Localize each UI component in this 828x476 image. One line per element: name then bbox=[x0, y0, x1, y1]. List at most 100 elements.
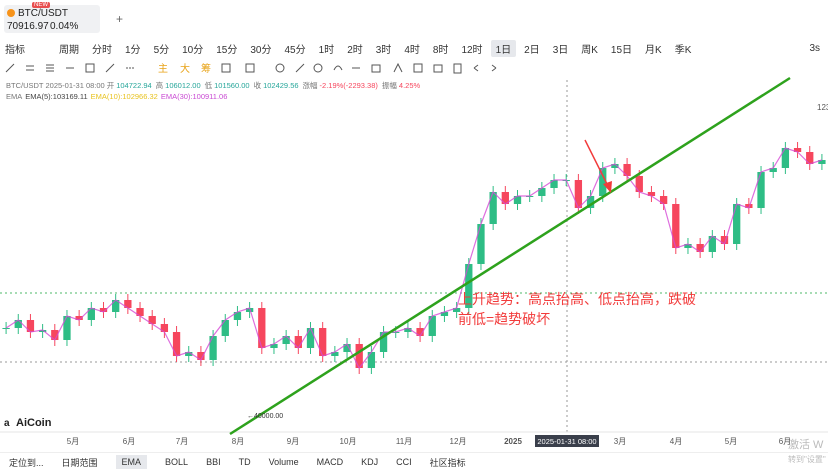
trend-line bbox=[229, 76, 791, 436]
indicator-tab[interactable]: Volume bbox=[268, 457, 299, 467]
candle bbox=[793, 148, 802, 152]
x-tick-label: 6月 bbox=[779, 437, 791, 446]
info-item: 101560.00 bbox=[214, 81, 250, 90]
period-label[interactable]: 周期 bbox=[59, 44, 79, 56]
interval[interactable]: 1分 bbox=[125, 44, 141, 56]
candle bbox=[806, 152, 814, 164]
indicator-tab[interactable]: KDJ bbox=[361, 457, 379, 467]
candle bbox=[513, 196, 522, 204]
interval[interactable]: 3时 bbox=[375, 44, 392, 56]
info-item: 高 bbox=[155, 81, 164, 90]
indicator-tab[interactable]: BOLL bbox=[165, 457, 189, 467]
candle bbox=[428, 316, 436, 336]
info-item: 振幅 bbox=[381, 81, 397, 90]
close-line bbox=[5, 147, 823, 370]
candle bbox=[343, 344, 351, 352]
candle bbox=[319, 328, 327, 356]
interval[interactable]: 3日 bbox=[552, 44, 569, 56]
candle bbox=[733, 204, 741, 244]
indicator-tab[interactable]: MACD bbox=[316, 457, 344, 467]
x-tick-label: 9月 bbox=[287, 437, 299, 446]
candle bbox=[38, 330, 47, 332]
x-tick-label: 4月 bbox=[670, 437, 682, 446]
indicator-tab[interactable]: TD bbox=[238, 457, 251, 467]
candle bbox=[185, 352, 193, 356]
interval[interactable]: 分时 bbox=[92, 44, 112, 56]
candle bbox=[440, 312, 449, 316]
candle bbox=[148, 316, 156, 324]
price: 70916.97 bbox=[7, 21, 49, 32]
info-item: 102429.56 bbox=[263, 81, 299, 90]
x-tick-label: 2025 bbox=[504, 437, 522, 446]
interval[interactable]: 5分 bbox=[153, 44, 170, 56]
candle bbox=[465, 264, 473, 308]
tool-main[interactable]: 主 bbox=[158, 63, 168, 75]
interval[interactable]: 周K bbox=[581, 44, 598, 56]
indicator-tab[interactable]: 社区指标 bbox=[429, 457, 466, 468]
indicator-tab[interactable]: BBI bbox=[206, 457, 221, 467]
arrow bbox=[584, 139, 610, 189]
candle bbox=[209, 336, 217, 360]
x-tick-label: 7月 bbox=[176, 437, 188, 446]
interval[interactable]: 10分 bbox=[182, 44, 204, 56]
tool-big[interactable]: 大 bbox=[180, 62, 190, 75]
x-tick-label: 12月 bbox=[450, 437, 467, 446]
interval[interactable]: 1时 bbox=[318, 44, 335, 56]
candle bbox=[112, 300, 120, 312]
refresh[interactable]: 3s bbox=[809, 42, 820, 54]
info-item: BTC/USDT bbox=[6, 81, 44, 90]
coin-icon bbox=[7, 9, 15, 17]
info-item: 104722.94 bbox=[116, 81, 152, 90]
ema-info: EMA EMA(5):103169.11 EMA(10):102966.32 EMA(… bbox=[6, 92, 230, 101]
low-label: ←40000.00 bbox=[247, 413, 283, 420]
cursor-box bbox=[535, 435, 599, 447]
indicator-button[interactable]: 指标 bbox=[5, 44, 25, 56]
info-item: EMA bbox=[6, 92, 23, 101]
indicator-tab[interactable]: 日期范围 bbox=[61, 457, 98, 468]
indicator-tab[interactable]: 定位到... bbox=[9, 457, 44, 468]
change: 0.04% bbox=[50, 21, 79, 32]
candle bbox=[769, 168, 777, 172]
candle bbox=[270, 344, 278, 348]
interval[interactable]: 2时 bbox=[347, 44, 363, 56]
candle bbox=[258, 308, 266, 348]
cursor-label: 2025-01-31 08:00 bbox=[537, 437, 596, 446]
annotation: 上升趋势：高点抬高、低点抬高，跌破 bbox=[458, 291, 696, 307]
symbol: BTC/USDT bbox=[18, 8, 68, 19]
interval[interactable]: 45分 bbox=[284, 44, 306, 56]
chart: 上升趋势：高点抬高、低点抬高，跌破 前低=趋势破坏 ←40000.00 123 … bbox=[0, 76, 828, 451]
interval[interactable]: 12时 bbox=[461, 44, 483, 56]
candle bbox=[635, 176, 643, 192]
interval[interactable]: 4时 bbox=[404, 44, 420, 56]
interval[interactable]: 季K bbox=[674, 44, 692, 56]
candle bbox=[197, 352, 205, 360]
annotation: 前低=趋势破坏 bbox=[458, 311, 550, 327]
indicator-tab[interactable]: CCI bbox=[396, 457, 412, 467]
candle bbox=[611, 164, 619, 168]
interval[interactable]: 15分 bbox=[216, 44, 238, 56]
interval[interactable]: 2日 bbox=[524, 44, 540, 56]
candle bbox=[367, 352, 376, 368]
candle bbox=[720, 236, 729, 244]
candle bbox=[757, 172, 765, 208]
interval[interactable]: 月K bbox=[645, 44, 662, 56]
indicator-tab[interactable]: EMA bbox=[115, 455, 148, 469]
candle bbox=[550, 180, 558, 188]
candle bbox=[586, 196, 595, 208]
candle bbox=[306, 328, 315, 348]
interval[interactable]: 15日 bbox=[610, 44, 633, 56]
interval[interactable]: 1日 bbox=[490, 39, 517, 57]
candle bbox=[26, 320, 35, 332]
candle bbox=[501, 192, 509, 204]
add-tab[interactable]: + bbox=[116, 12, 124, 26]
interval[interactable]: 30分 bbox=[250, 44, 272, 56]
interval[interactable]: 8时 bbox=[432, 44, 449, 56]
arrow-head bbox=[603, 181, 612, 193]
candle bbox=[708, 236, 716, 252]
symbol-tab[interactable]: BTC/USDT 70916.97 0.04% NEW bbox=[4, 2, 100, 33]
candle bbox=[452, 308, 461, 312]
tool-chips[interactable]: 筹 bbox=[201, 62, 211, 75]
candle bbox=[63, 316, 71, 340]
candle bbox=[489, 192, 497, 224]
candle bbox=[294, 336, 302, 348]
